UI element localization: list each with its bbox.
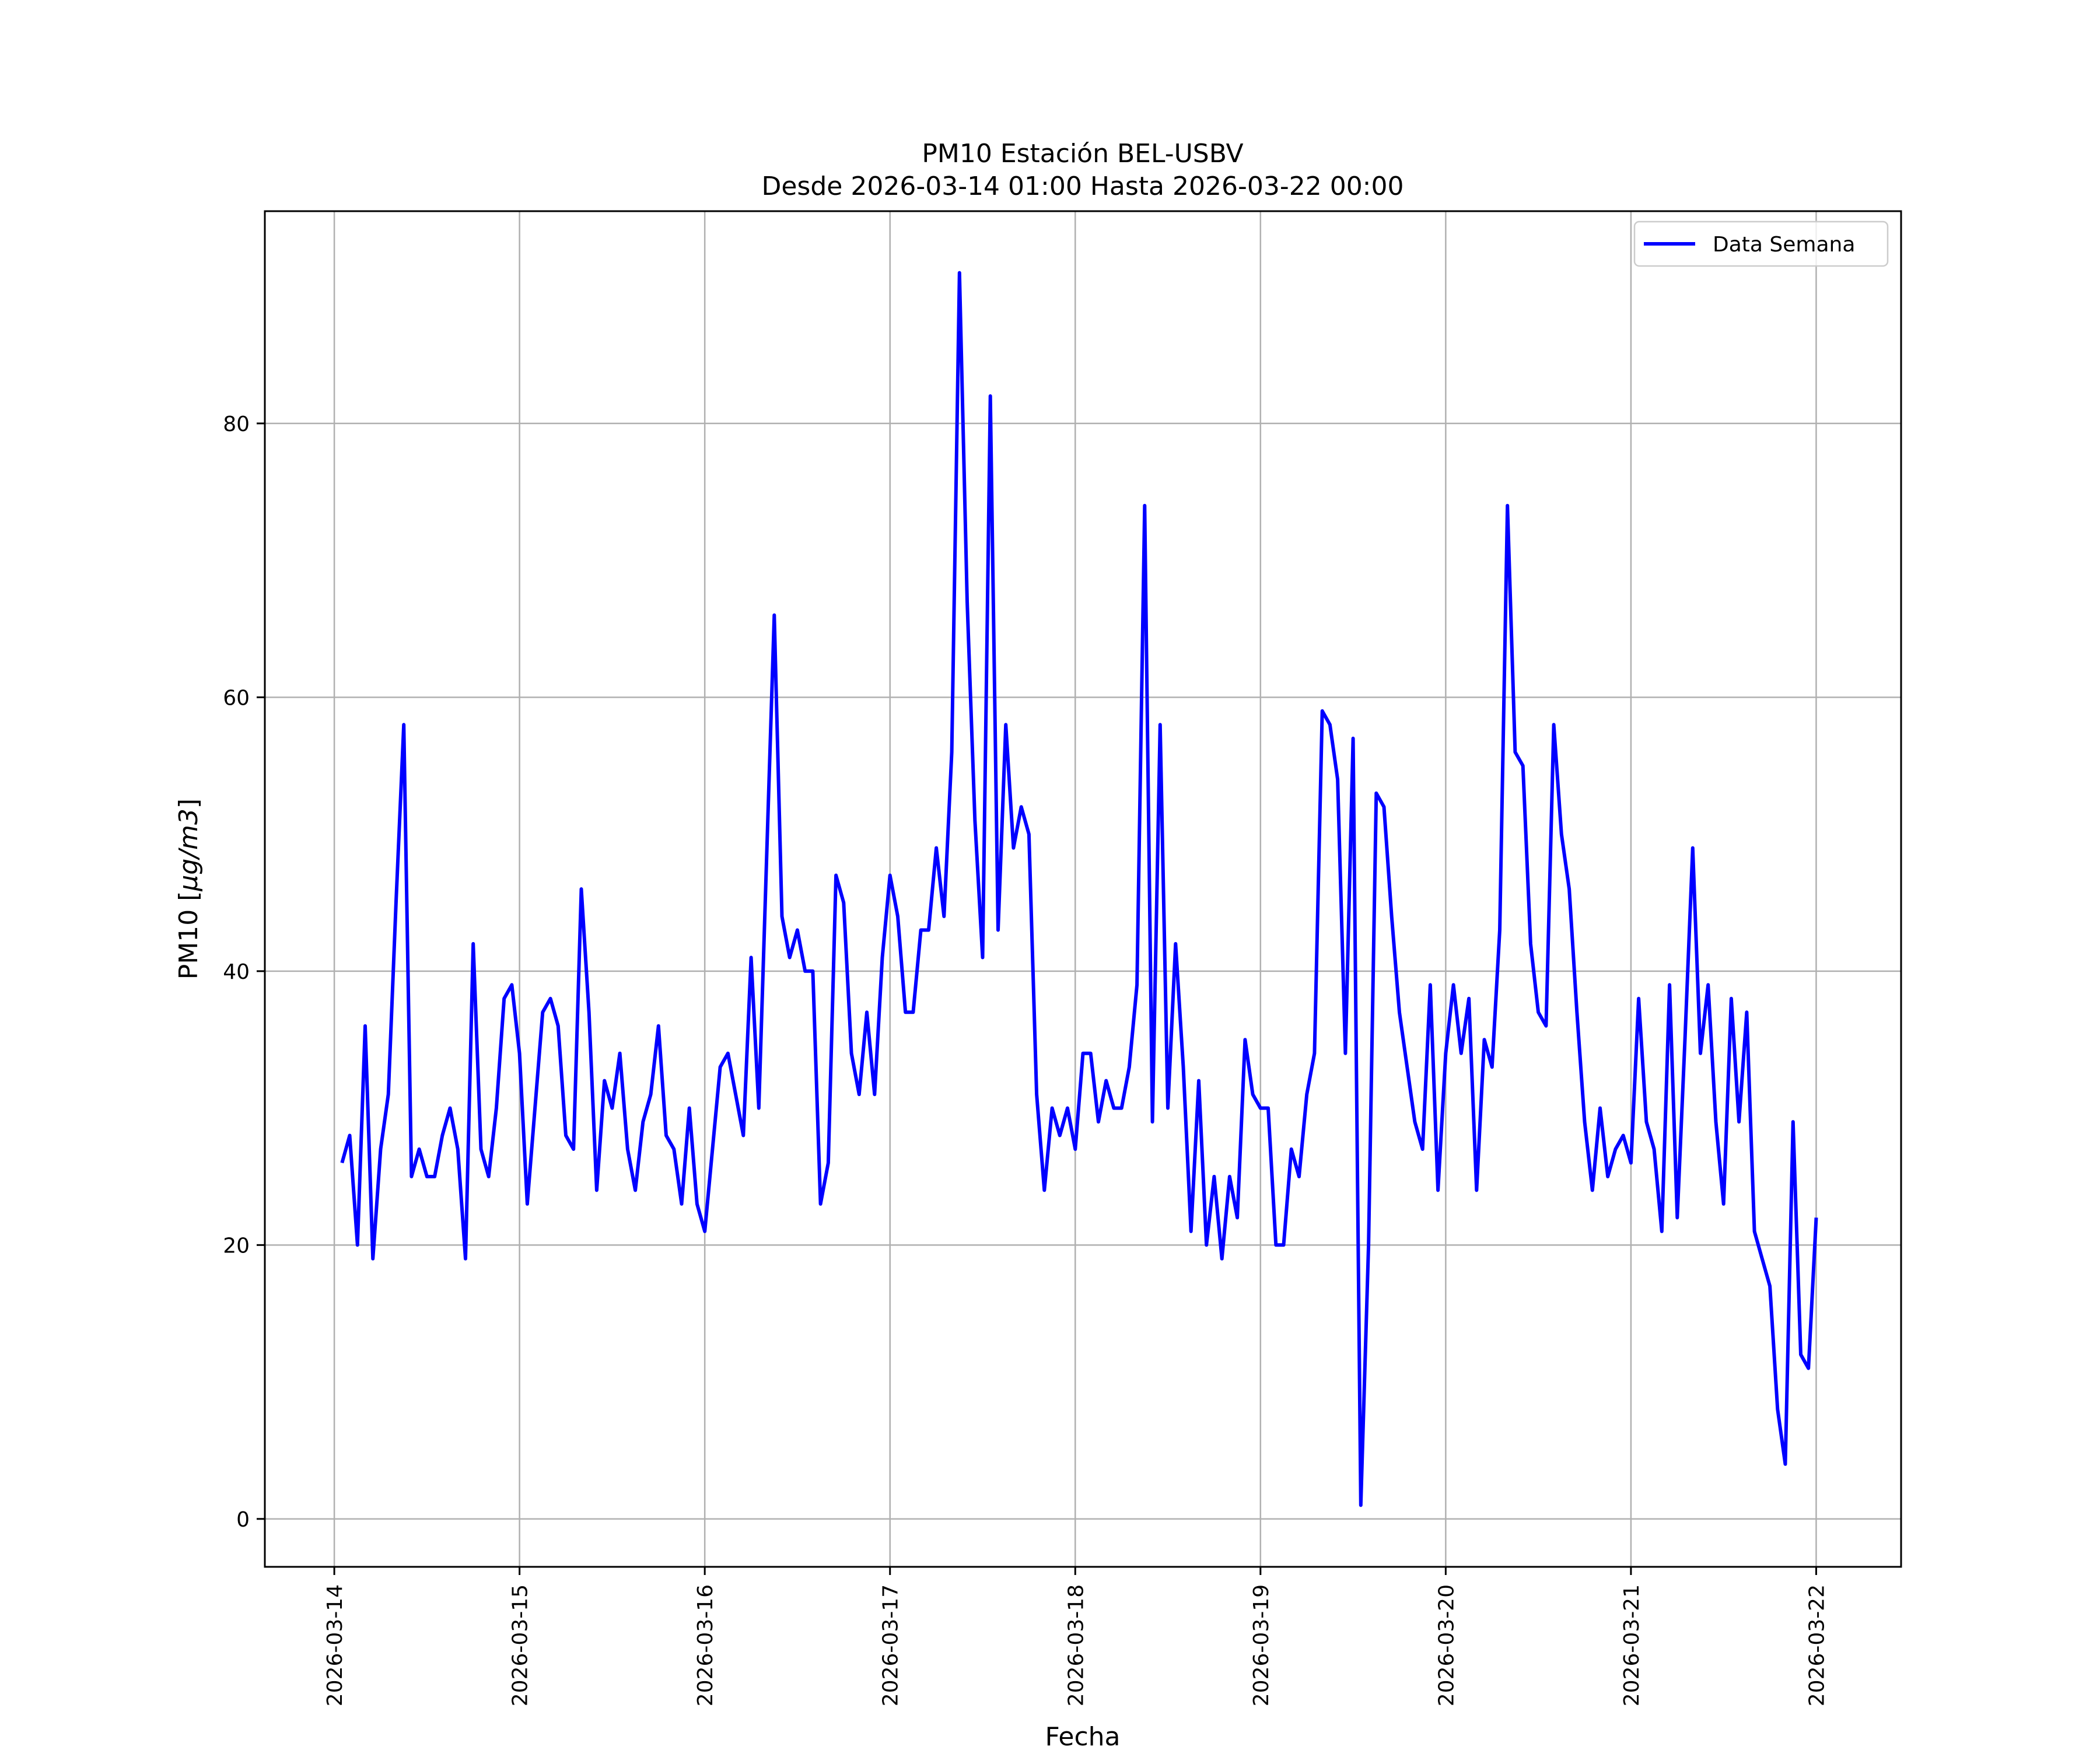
x-axis-label: Fecha: [1045, 1722, 1120, 1750]
chart-title: PM10 Estación BEL-USBV: [922, 139, 1243, 169]
y-tick-label: 40: [223, 960, 250, 984]
y-tick-label: 60: [223, 686, 250, 710]
series-line-data-semana: [340, 271, 1818, 1507]
x-tick-label: 2026-03-21: [1620, 1584, 1644, 1706]
x-tick-label: 2026-03-18: [1064, 1584, 1088, 1706]
x-axis-ticks: 2026-03-14 2026-03-15 2026-03-16 2026-03-17…: [323, 1567, 1829, 1706]
x-tick-label: 2026-03-17: [879, 1584, 903, 1706]
grid-lines: [265, 211, 1901, 1567]
y-tick-label: 0: [236, 1508, 250, 1532]
y-axis-ticks: 0 20 40 60 80: [223, 412, 265, 1532]
x-tick-label: 2026-03-20: [1434, 1584, 1458, 1706]
legend: Data Semana: [1633, 220, 1889, 267]
y-tick-label: 20: [223, 1234, 250, 1258]
x-tick-label: 2026-03-15: [509, 1584, 533, 1706]
y-axis-label-close: ]: [174, 799, 204, 808]
y-axis-label: PM10 [μg/m3]: [174, 799, 204, 979]
x-tick-label: 2026-03-14: [323, 1584, 347, 1706]
x-tick-label: 2026-03-19: [1250, 1584, 1273, 1706]
y-axis-label-text: PM10 [: [174, 891, 204, 980]
y-tick-label: 80: [223, 412, 250, 436]
legend-label: Data Semana: [1713, 233, 1855, 257]
x-tick-label: 2026-03-16: [694, 1584, 718, 1706]
legend-box: [1633, 220, 1889, 267]
plot-area: [340, 271, 1818, 1507]
x-tick-label: 2026-03-22: [1805, 1584, 1829, 1706]
y-axis-label-unit: μg/m3: [174, 808, 204, 892]
plot-frame: [264, 210, 1902, 1568]
chart-subtitle: Desde 2026-03-14 01:00 Hasta 2026-03-22 …: [761, 172, 1404, 201]
